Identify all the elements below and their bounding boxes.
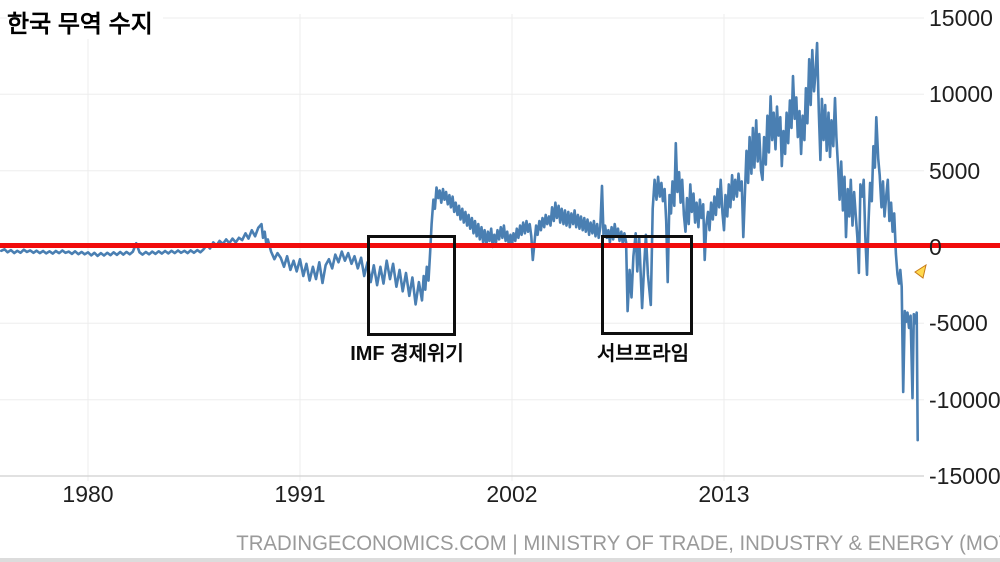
y-axis-tick-label: -5000 [929, 310, 988, 337]
annotation-label: 서브프라임 [597, 343, 689, 365]
x-axis-tick-label: 1991 [274, 481, 326, 507]
x-axis-tick-label: 2002 [486, 481, 538, 507]
y-axis-tick-label: 15000 [929, 5, 993, 31]
x-axis-tick-label: 1980 [62, 481, 114, 507]
source-attribution: TRADINGECONOMICS.COM | MINISTRY OF TRADE… [236, 532, 1000, 555]
annotation-label: IMF 경제위기 [350, 343, 464, 365]
y-axis-tick-label: 0 [929, 234, 942, 260]
x-axis-tick-label: 2013 [698, 481, 750, 507]
chart-title: 한국 무역 수지 [7, 4, 163, 39]
annotation-box [601, 235, 693, 335]
zero-baseline [0, 243, 1000, 248]
y-axis-tick-label: 10000 [929, 81, 993, 108]
y-axis-tick-label: 5000 [929, 157, 981, 184]
mouse-pointer-icon [914, 264, 927, 279]
y-axis-tick-label: -15000 [929, 462, 1000, 489]
annotation-box [367, 235, 456, 336]
window-bottom-edge [0, 558, 1000, 562]
y-axis-tick-label: -10000 [929, 386, 1000, 413]
